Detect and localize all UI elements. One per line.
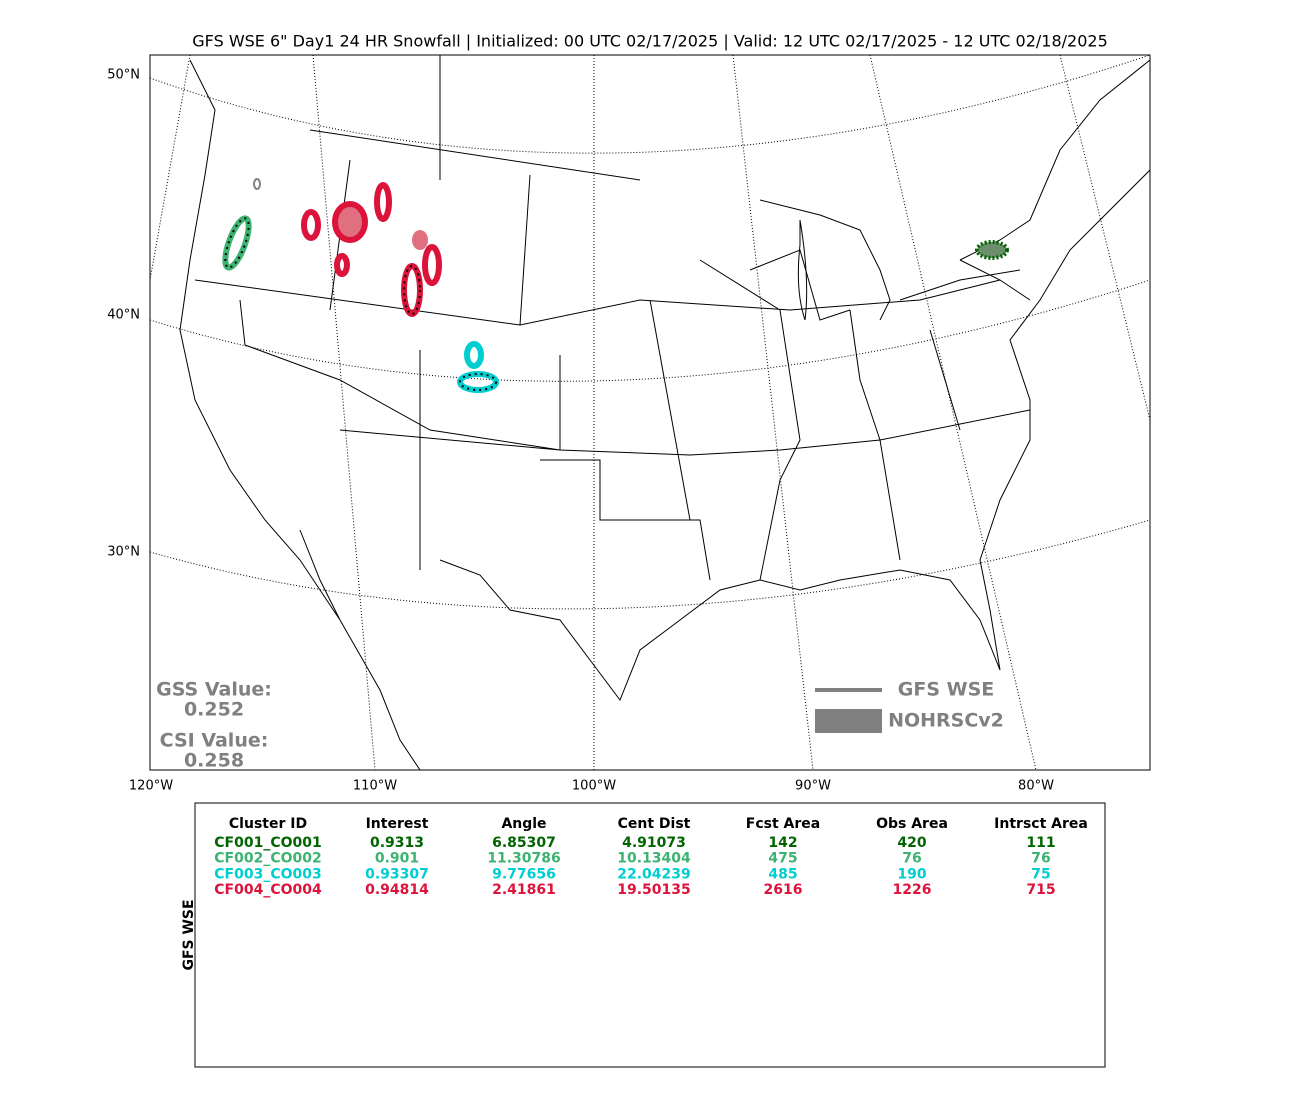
meridian [150, 55, 1150, 770]
lat-label: 50°N [107, 68, 140, 83]
table-cell: 6.85307 [492, 835, 556, 851]
table-cell: 0.93307 [365, 866, 429, 882]
table-body: Cluster ID Interest Angle Cent Dist Fcst Are… [214, 816, 1088, 898]
column-header: Cluster ID [229, 816, 307, 832]
column-header: Cent Dist [618, 816, 691, 832]
lon-label: 80°W [1018, 779, 1054, 794]
lon-label: 120°W [129, 779, 173, 794]
table-cell: 0.94814 [365, 882, 429, 898]
table-cell: 715 [1026, 882, 1055, 898]
table-frame [194, 802, 1106, 1068]
table-cell: 22.04239 [617, 866, 691, 882]
legend-label: GFS WSE [898, 679, 995, 701]
column-header: Interest [366, 816, 429, 832]
stat-value: 0.252 [184, 699, 244, 721]
table-cell: CF001_CO001 [214, 835, 321, 851]
column-header: Intrsct Area [994, 816, 1088, 832]
table-cell: CF002_CO002 [214, 851, 321, 867]
column-header: Angle [501, 816, 546, 832]
legend: GFS WSE NOHRSCv2 [815, 679, 1004, 733]
snow-objects [222, 178, 1009, 393]
table-cell: 19.50135 [617, 882, 691, 898]
cluster-3 [464, 341, 484, 369]
table-cell: 2.41861 [492, 882, 556, 898]
table-cell: CF003_CO003 [214, 866, 321, 882]
cluster-3-dots [459, 373, 497, 391]
table-cell: 0.9313 [370, 835, 424, 851]
table-cell: 190 [897, 866, 926, 882]
table-cell: 75 [1031, 866, 1050, 882]
table-cell: 2616 [764, 882, 803, 898]
title: GFS WSE 6" Day1 24 HR Snowfall | Initial… [192, 32, 1108, 51]
lon-label: 90°W [795, 779, 831, 794]
lon-labels: 120°W 110°W 100°W 90°W 80°W [129, 779, 1054, 794]
table-cell: 475 [768, 851, 797, 867]
cluster-4-dots [403, 265, 421, 315]
table-cell: 111 [1026, 835, 1055, 851]
great-lakes [759, 199, 1021, 321]
cluster-2-dots [224, 217, 250, 269]
stat-value: 0.258 [184, 750, 244, 772]
legend-label: NOHRSCv2 [888, 710, 1004, 732]
table-cell: 9.77656 [492, 866, 556, 882]
table-cell: 0.901 [375, 851, 419, 867]
state-borders [194, 55, 1031, 581]
parallel [150, 519, 1150, 610]
table-cell: 76 [1031, 851, 1050, 867]
cluster-1 [975, 240, 1009, 260]
table-cell: 11.30786 [487, 851, 561, 867]
table: GFS WSE Cluster ID Interest Angle Cent Dist… [181, 802, 1106, 1068]
table-cell: CF004_CO004 [214, 882, 322, 898]
lat-label: 40°N [107, 308, 140, 323]
lon-label: 110°W [353, 779, 397, 794]
cluster-4-obs [412, 230, 428, 250]
cluster-4 [422, 244, 442, 286]
lat-label: 30°N [107, 545, 140, 560]
legend-patch [815, 709, 882, 733]
stats: GSS Value:0.252 CSI Value:0.258 [156, 679, 272, 772]
table-cell: 76 [902, 851, 921, 867]
cluster-4 [301, 209, 321, 241]
column-header: Fcst Area [746, 816, 820, 832]
table-cell: 1226 [893, 882, 932, 898]
parallel [150, 55, 1150, 154]
cluster-4 [332, 201, 368, 243]
cluster-4 [374, 182, 392, 222]
table-cell: 485 [768, 866, 797, 882]
stat-label: CSI Value: [160, 730, 269, 752]
table-side-label: GFS WSE [181, 899, 197, 970]
column-header: Obs Area [876, 816, 948, 832]
cluster-obs [253, 178, 261, 190]
map: 50°N 40°N 30°N 120°W 110°W 100°W 90°W 80°W GSS… [107, 54, 1151, 794]
cluster-4 [334, 253, 350, 277]
table-cell: 10.13404 [617, 851, 691, 867]
table-cell: 420 [897, 835, 926, 851]
lon-label: 100°W [572, 779, 616, 794]
table-cell: 4.91073 [622, 835, 686, 851]
map-frame [149, 54, 1151, 771]
lat-labels: 50°N 40°N 30°N [107, 68, 140, 560]
coastline [179, 59, 1150, 770]
stat-label: GSS Value: [156, 679, 272, 701]
table-cell: 142 [768, 835, 797, 851]
parallel [150, 279, 1150, 382]
